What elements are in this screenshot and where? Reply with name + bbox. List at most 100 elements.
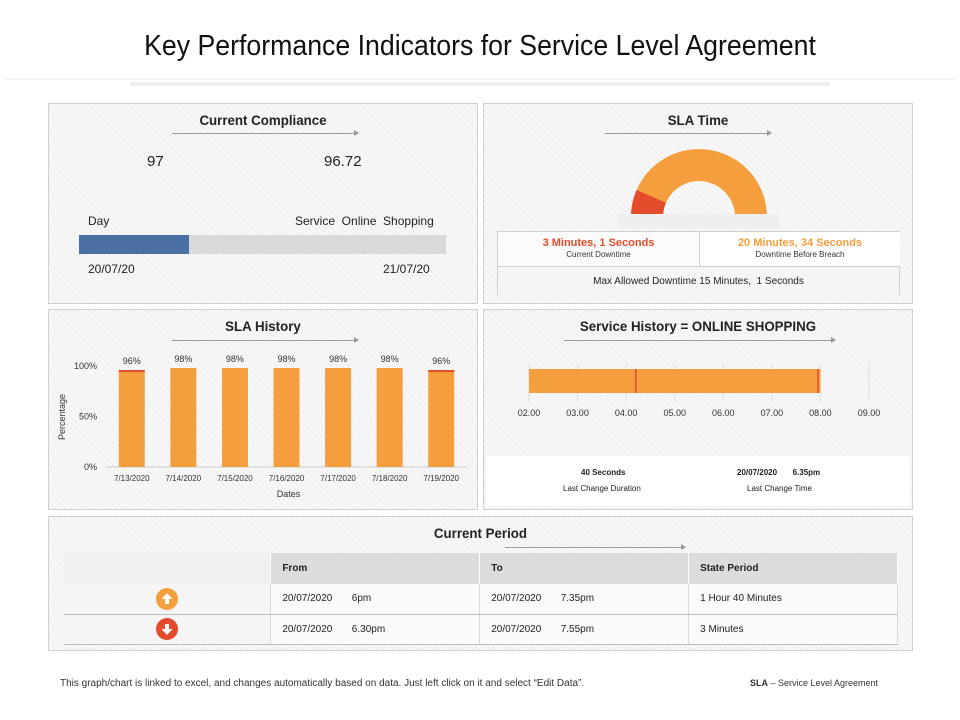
panel-heading: Current Compliance bbox=[199, 112, 327, 128]
panel-heading: SLA History bbox=[225, 318, 301, 334]
row-icon-cell bbox=[64, 584, 272, 615]
x-tick-label: 09.00 bbox=[858, 408, 881, 418]
service-bar bbox=[529, 369, 821, 393]
footer-abbr-text: – Service Level Agreement bbox=[768, 678, 879, 688]
column-header-state-period: State Period bbox=[688, 553, 898, 584]
x-tick-label: 7/18/2020 bbox=[372, 474, 408, 483]
current-downtime-cell: 3 Minutes, 1 Seconds Current Downtime bbox=[498, 232, 699, 266]
panel-heading: SLA Time bbox=[667, 112, 729, 128]
sla-history-chart: 0% 50% 100% Percentage 96% 7/13/2020 98% 7/14/2… bbox=[57, 354, 467, 499]
before-breach-label: Downtime Before Breach bbox=[755, 250, 845, 259]
y-tick-label: 100% bbox=[74, 361, 97, 371]
gauge-remaining-arc bbox=[631, 149, 767, 217]
row-icon-cell bbox=[64, 614, 272, 645]
x-tick-label: 05.00 bbox=[663, 408, 686, 418]
row-from: 20/07/2020 6pm bbox=[270, 584, 481, 615]
sla-time-table: 3 Minutes, 1 Seconds Current Downtime 20… bbox=[497, 231, 900, 295]
last-change-duration-value: 40 Seconds bbox=[581, 468, 626, 477]
before-breach-value: 20 Minutes, 34 Seconds bbox=[737, 237, 863, 249]
sla-history-panel[interactable]: SLA History 0% 50% 100% Percentage 96% 7/13/2… bbox=[48, 309, 478, 510]
change-marker bbox=[635, 369, 637, 393]
bar bbox=[273, 368, 300, 467]
bar-data-label: 98% bbox=[277, 354, 295, 364]
last-change-time-label: Last Change Time bbox=[747, 484, 812, 493]
x-tick-label: 7/16/2020 bbox=[269, 474, 305, 483]
table-header-row: From To State Period bbox=[64, 553, 898, 584]
gauge-base bbox=[619, 214, 779, 229]
x-tick-label: 02.00 bbox=[518, 408, 541, 418]
bar-data-label: 96% bbox=[432, 356, 450, 366]
x-tick-label: 03.00 bbox=[566, 408, 589, 418]
heading-underline bbox=[564, 337, 836, 343]
compliance-progress-fill bbox=[79, 235, 190, 254]
heading-underline bbox=[172, 337, 359, 343]
x-tick-label: 7/17/2020 bbox=[320, 474, 356, 483]
last-change-time-value: 20/07/2020 6.35pm bbox=[737, 468, 821, 477]
panel-heading: Service History = ONLINE SHOPPING bbox=[579, 318, 817, 334]
down-arrow-icon bbox=[156, 618, 179, 640]
panel-heading: Current Period bbox=[433, 525, 528, 541]
x-tick-label: 7/19/2020 bbox=[423, 474, 459, 483]
bar bbox=[118, 370, 145, 467]
column-header-to: To bbox=[479, 553, 690, 584]
bar bbox=[428, 370, 455, 467]
max-allowed-downtime: Max Allowed Downtime 15 Minutes, 1 Secon… bbox=[498, 266, 899, 295]
compliance-value-left: 97 bbox=[147, 153, 164, 170]
heading-underline bbox=[172, 130, 359, 136]
bar-data-label: 98% bbox=[329, 354, 347, 364]
heading-underline bbox=[505, 544, 686, 550]
bar bbox=[170, 368, 197, 467]
sla-time-panel[interactable]: SLA Time 3 Minutes, 1 Seconds Current Do… bbox=[483, 103, 913, 304]
row-to: 20/07/2020 7.55pm bbox=[479, 614, 690, 645]
bar-data-label: 98% bbox=[174, 354, 192, 364]
service-history-panel[interactable]: Service History = ONLINE SHOPPING 02.00 0… bbox=[483, 309, 913, 510]
x-tick-label: 07.00 bbox=[761, 408, 784, 418]
sla-gauge bbox=[631, 149, 767, 217]
page-title: Key Performance Indicators for Service L… bbox=[144, 30, 816, 62]
bar-data-label: 96% bbox=[123, 356, 141, 366]
footer-abbreviation: SLA – Service Level Agreement bbox=[750, 678, 878, 688]
y-tick-label: 50% bbox=[79, 412, 97, 422]
before-breach-cell: 20 Minutes, 34 Seconds Downtime Before B… bbox=[699, 232, 900, 266]
up-arrow-icon bbox=[156, 587, 179, 610]
row-to: 20/07/2020 7.35pm bbox=[479, 584, 690, 615]
column-header-icon bbox=[64, 553, 272, 584]
x-tick-label: 08.00 bbox=[809, 408, 832, 418]
bar-cap bbox=[428, 370, 455, 373]
bar bbox=[325, 368, 352, 467]
service-history-chart: 02.00 03.00 04.00 05.00 06.00 07.00 08.00 09.00 bbox=[518, 364, 881, 418]
column-header-from: From bbox=[270, 553, 481, 584]
current-downtime-value: 3 Minutes, 1 Seconds bbox=[542, 237, 655, 249]
x-tick-label: 7/14/2020 bbox=[166, 474, 202, 483]
bar-cap bbox=[118, 370, 145, 373]
table-row[interactable]: 20/07/2020 6.30pm 20/07/2020 7.55pm 3 Mi… bbox=[64, 614, 898, 645]
current-period-table: From To State Period 20/07/2020 6pm 20/0… bbox=[64, 553, 898, 645]
bar-data-label: 98% bbox=[226, 354, 244, 364]
last-change-duration-label: Last Change Duration bbox=[563, 484, 641, 493]
row-state-period: 1 Hour 40 Minutes bbox=[688, 584, 898, 615]
current-period-panel[interactable]: Current Period From To State Period 20/0… bbox=[48, 516, 913, 651]
x-tick-label: 06.00 bbox=[712, 408, 735, 418]
current-compliance-panel[interactable]: Current Compliance 97 96.72 Day Service … bbox=[48, 103, 478, 304]
gauge-used-arc bbox=[631, 189, 666, 217]
heading-underline bbox=[605, 130, 772, 136]
compliance-date-left: 20/07/20 bbox=[88, 262, 135, 276]
footer-note: This graph/chart is linked to excel, and… bbox=[60, 678, 585, 689]
table-row[interactable]: 20/07/2020 6pm 20/07/2020 7.35pm 1 Hour … bbox=[64, 584, 898, 615]
x-axis-label: Dates bbox=[277, 489, 301, 499]
y-tick-label: 0% bbox=[84, 462, 97, 472]
compliance-label-right: Service Online Shopping bbox=[295, 214, 434, 228]
compliance-progress-track bbox=[79, 235, 446, 254]
row-state-period: 3 Minutes bbox=[688, 614, 898, 645]
bar bbox=[221, 368, 248, 467]
x-tick-label: 7/13/2020 bbox=[114, 474, 150, 483]
compliance-date-right: 21/07/20 bbox=[383, 262, 430, 276]
service-history-footer: 40 Seconds Last Change Duration 20/07/20… bbox=[486, 456, 910, 506]
current-downtime-label: Current Downtime bbox=[566, 250, 631, 259]
footer-abbr: SLA bbox=[750, 678, 768, 688]
title-underline bbox=[130, 82, 830, 86]
compliance-label-left: Day bbox=[88, 214, 110, 228]
y-axis-label: Percentage bbox=[57, 394, 67, 440]
x-tick-label: 7/15/2020 bbox=[217, 474, 253, 483]
title-divider bbox=[5, 78, 955, 80]
